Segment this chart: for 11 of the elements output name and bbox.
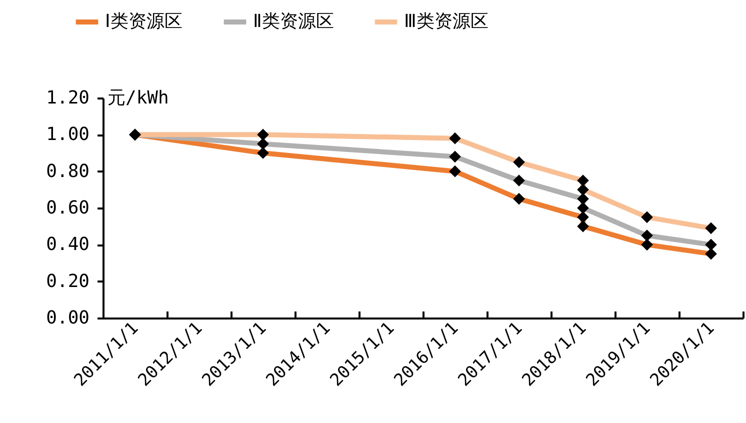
- y-tick-label: 1.00: [46, 124, 90, 146]
- y-tick-label: 0.20: [46, 270, 90, 292]
- y-tick-label: 0.60: [46, 198, 90, 218]
- y-axis-title: 元/kWh: [108, 88, 169, 108]
- legend-label: Ⅱ类资源区: [253, 11, 334, 32]
- legend-label: Ⅲ类资源区: [404, 11, 488, 32]
- y-tick-label: 1.20: [46, 88, 90, 108]
- y-tick-label: 0.40: [46, 234, 90, 256]
- legend-label: Ⅰ类资源区: [105, 11, 182, 32]
- y-tick-label: 0.80: [46, 160, 90, 182]
- y-tick-label: 0.00: [46, 308, 90, 328]
